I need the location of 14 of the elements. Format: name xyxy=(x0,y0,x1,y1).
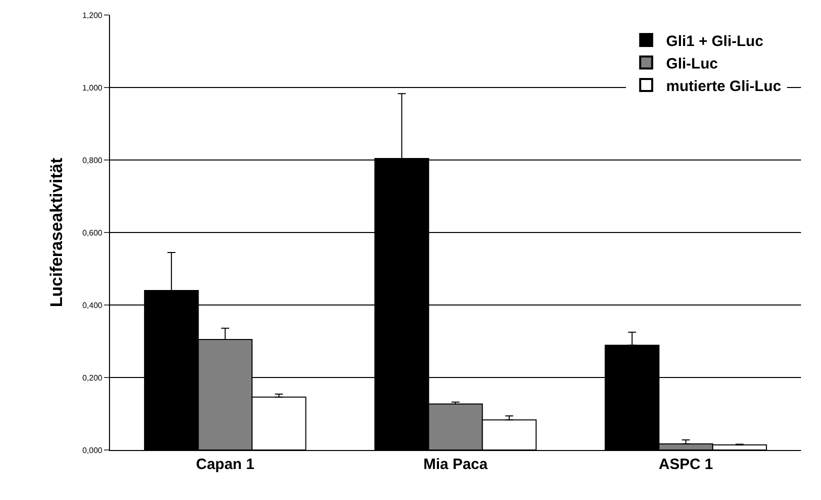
legend-label: Gli-Luc xyxy=(666,55,718,72)
y-tick-label: 0,400 xyxy=(82,300,103,310)
x-tick-label: ASPC 1 xyxy=(658,456,713,473)
y-axis-title: Luciferaseaktivität xyxy=(46,158,66,308)
x-tick-label: Mia Paca xyxy=(423,456,488,473)
y-tick-label: 1,000 xyxy=(82,83,103,92)
legend-label: Gli1 + Gli-Luc xyxy=(666,32,764,50)
x-tick-label: Capan 1 xyxy=(196,456,254,473)
y-tick-label: 1,200 xyxy=(82,10,103,20)
y-tick-label: 0,200 xyxy=(82,373,103,382)
y-tick-label: 0,600 xyxy=(82,228,103,238)
y-tick-label: 0,800 xyxy=(82,156,103,165)
y-tick-label: 0,000 xyxy=(82,446,103,455)
legend-label: mutierte Gli-Luc xyxy=(666,78,782,95)
